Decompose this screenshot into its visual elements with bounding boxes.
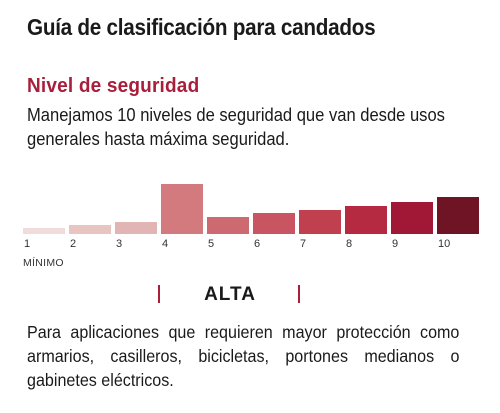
level-tick-9: 9 <box>392 238 399 250</box>
level-tick-2: 2 <box>70 238 77 250</box>
level-bar-10 <box>437 197 479 234</box>
level-tick-1: 1 <box>24 238 31 250</box>
level-tick-6: 6 <box>254 238 261 250</box>
page-title: Guía de clasificación para candados <box>27 14 376 40</box>
level-marker-left <box>158 285 160 303</box>
level-bar-5 <box>207 217 249 234</box>
level-bar-4 <box>161 184 203 234</box>
section-description: Manejamos 10 niveles de seguridad que va… <box>27 105 445 149</box>
section-subtitle: Nivel de seguridad <box>27 75 200 97</box>
level-tick-8: 8 <box>346 238 353 250</box>
level-bar-2 <box>69 225 111 234</box>
level-tick-7: 7 <box>300 238 307 250</box>
level-tick-4: 4 <box>162 238 169 250</box>
level-bar-8 <box>345 206 387 234</box>
min-label: MÍNIMO <box>23 257 64 269</box>
level-bar-9 <box>391 202 433 234</box>
level-bar-6 <box>253 213 295 234</box>
level-tick-10: 10 <box>438 238 451 250</box>
level-tick-3: 3 <box>116 238 123 250</box>
level-bar-1 <box>23 228 65 234</box>
usage-description: Para aplicaciones que requieren mayor pr… <box>27 322 460 390</box>
level-name: ALTA <box>204 284 256 305</box>
level-tick-5: 5 <box>208 238 215 250</box>
level-bar-7 <box>299 210 341 234</box>
level-bar-3 <box>115 222 157 234</box>
level-marker-right <box>298 285 300 303</box>
